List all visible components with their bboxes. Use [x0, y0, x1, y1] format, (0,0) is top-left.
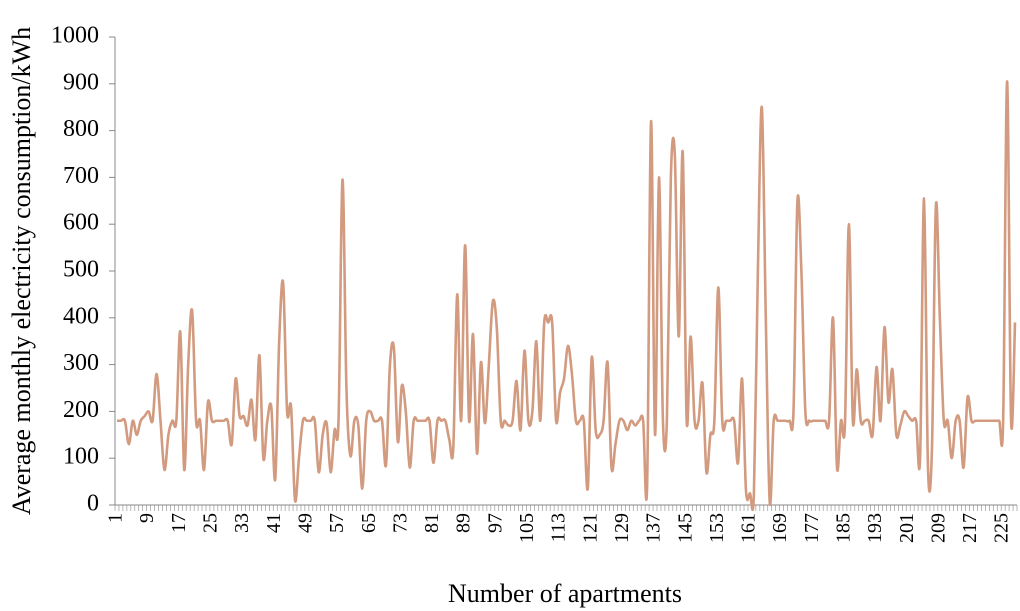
x-tick-label: 137 [643, 513, 665, 543]
y-tick-label: 200 [63, 397, 99, 423]
y-tick-label: 300 [63, 350, 99, 376]
x-tick-label: 57 [326, 513, 348, 533]
x-tick-label: 153 [706, 513, 728, 543]
x-tick-label: 169 [769, 513, 791, 543]
x-tick-label: 25 [200, 513, 222, 533]
x-tick-label: 201 [896, 513, 918, 543]
x-tick-label: 185 [833, 513, 855, 543]
x-tick-label: 17 [168, 513, 190, 533]
x-tick-label: 9 [136, 513, 158, 523]
x-tick-label: 161 [738, 513, 760, 543]
x-tick-label: 129 [611, 513, 633, 543]
y-tick-label: 100 [63, 444, 99, 470]
x-tick-label: 1 [105, 513, 127, 523]
x-tick-label: 73 [389, 513, 411, 533]
y-tick-label: 400 [63, 303, 99, 329]
x-tick-label: 81 [421, 513, 443, 533]
y-tick-label: 800 [63, 116, 99, 142]
x-tick-label: 105 [516, 513, 538, 543]
data-line [116, 80, 1017, 512]
x-tick-label: 33 [231, 513, 253, 533]
y-tick-label: 900 [63, 69, 99, 95]
x-tick-label: 193 [864, 513, 886, 543]
y-tick-label: 600 [63, 210, 99, 236]
y-tick-label: 0 [87, 491, 99, 517]
x-tick-label: 113 [548, 513, 570, 542]
x-tick-label: 89 [453, 513, 475, 533]
y-tick-label: 1000 [51, 23, 99, 49]
x-tick-label: 145 [674, 513, 696, 543]
x-tick-label: 65 [358, 513, 380, 533]
x-tick-label: 177 [801, 513, 823, 543]
x-tick-label: 121 [579, 513, 601, 543]
y-tick-label: 700 [63, 163, 99, 189]
x-axis-title: Number of apartments [448, 579, 682, 608]
x-tick-label: 49 [294, 513, 316, 533]
x-tick-label: 225 [991, 513, 1013, 543]
x-tick-label: 217 [959, 513, 981, 543]
x-tick-label: 97 [484, 513, 506, 533]
x-tick-label: 41 [263, 513, 285, 533]
x-tick-label: 209 [927, 513, 949, 543]
y-tick-label: 500 [63, 257, 99, 283]
y-axis-title: Average monthly electricity consumption/… [7, 27, 36, 515]
